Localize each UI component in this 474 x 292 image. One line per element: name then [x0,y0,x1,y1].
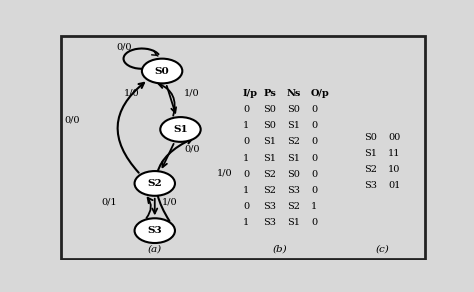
Text: 10: 10 [388,165,401,174]
Text: 0: 0 [311,121,317,130]
Text: S1: S1 [287,121,300,130]
Text: 0: 0 [243,202,249,211]
Text: 0: 0 [311,154,317,163]
Text: 1/0: 1/0 [124,89,139,98]
Text: S2: S2 [287,137,300,146]
Text: S3: S3 [263,218,276,227]
Text: S1: S1 [287,218,300,227]
FancyBboxPatch shape [61,36,425,259]
Text: Ps: Ps [263,89,276,98]
Text: S0: S0 [287,170,300,179]
Text: 0/0: 0/0 [65,116,80,125]
Text: S3: S3 [263,202,276,211]
Text: 0: 0 [243,105,249,114]
Text: 0: 0 [311,170,317,179]
Text: 0: 0 [243,137,249,146]
Text: S0: S0 [263,105,276,114]
Text: (a): (a) [148,245,162,254]
Text: 01: 01 [388,181,401,190]
Text: S3: S3 [147,226,162,235]
Text: S0: S0 [287,105,300,114]
Text: S0: S0 [155,67,170,76]
Text: 00: 00 [388,133,400,142]
Text: S3: S3 [364,181,377,190]
Text: S1: S1 [287,154,300,163]
Text: S3: S3 [287,186,300,195]
Text: 1/0: 1/0 [184,89,200,98]
Text: S2: S2 [147,179,162,188]
Text: 0: 0 [311,218,317,227]
Text: 1: 1 [243,186,249,195]
Text: (c): (c) [375,245,390,254]
Text: S1: S1 [364,149,377,158]
Text: O/p: O/p [311,89,329,98]
Text: Ns: Ns [287,89,301,98]
Circle shape [135,218,175,243]
Text: S1: S1 [263,154,276,163]
Text: S0: S0 [263,121,276,130]
Text: 0: 0 [243,170,249,179]
Text: S1: S1 [263,137,276,146]
Text: S2: S2 [364,165,377,174]
Text: 0/0: 0/0 [184,145,200,154]
Text: 0/0: 0/0 [116,43,132,52]
Circle shape [142,59,182,84]
Text: S2: S2 [287,202,300,211]
Text: (b): (b) [273,245,287,254]
Text: S2: S2 [263,170,276,179]
Text: I/p: I/p [243,89,258,98]
Text: S2: S2 [263,186,276,195]
Circle shape [160,117,201,142]
Text: 1: 1 [243,218,249,227]
Text: 1/0: 1/0 [162,198,178,207]
Text: S0: S0 [364,133,377,142]
Text: 1: 1 [243,154,249,163]
Text: 0: 0 [311,105,317,114]
Text: 1/0: 1/0 [217,168,233,178]
Text: S1: S1 [173,125,188,134]
Text: 11: 11 [388,149,401,158]
Text: 0: 0 [311,137,317,146]
Text: 0: 0 [311,186,317,195]
Text: 1: 1 [311,202,317,211]
Text: 0/1: 0/1 [101,198,117,207]
Circle shape [135,171,175,196]
Text: 1: 1 [243,121,249,130]
